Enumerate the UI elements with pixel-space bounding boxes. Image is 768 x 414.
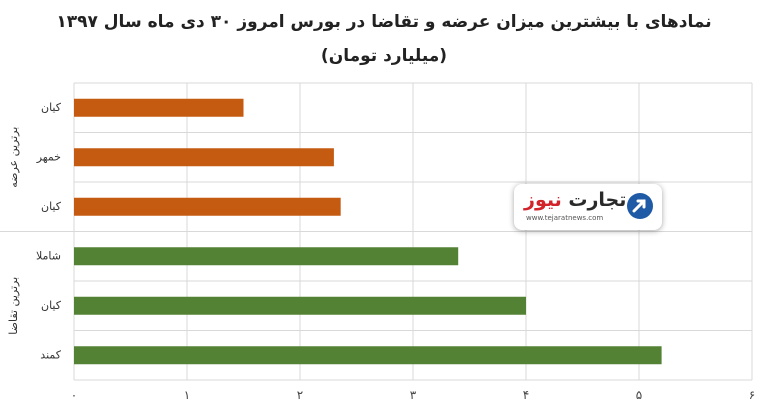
x-tick-label: ۱ bbox=[184, 388, 190, 402]
bar bbox=[74, 247, 459, 266]
x-tick-label: ۳ bbox=[410, 388, 417, 402]
category-label: شاملا bbox=[36, 249, 61, 262]
category-label: کیان bbox=[41, 299, 62, 312]
category-label: کیان bbox=[41, 200, 62, 213]
x-tick-label: ۶ bbox=[749, 388, 755, 402]
x-tick-label: ۵ bbox=[636, 388, 642, 402]
bar bbox=[74, 296, 526, 315]
group-label: برترین تقاضا bbox=[7, 277, 20, 335]
x-tick-label: ۴ bbox=[523, 388, 529, 402]
category-label: کیان bbox=[41, 101, 62, 114]
chart-subtitle: (میلیارد تومان) bbox=[320, 46, 448, 66]
arrow-circle-icon bbox=[627, 193, 653, 219]
x-tick-label: ۲ bbox=[297, 388, 303, 402]
logo-name-part2: نیوز bbox=[524, 189, 562, 211]
bar bbox=[74, 346, 662, 365]
logo-text: تجارت نیوز bbox=[524, 189, 626, 211]
bar bbox=[74, 98, 244, 117]
logo-name-part1: تجارت bbox=[568, 189, 627, 211]
category-label: کمند bbox=[40, 348, 61, 361]
group-label: برترین عرضه bbox=[7, 127, 20, 188]
logo-url: www.tejaratnews.com bbox=[526, 214, 604, 222]
category-label: خمهر bbox=[36, 150, 61, 163]
bar bbox=[74, 197, 341, 216]
x-tick-label: ۰ bbox=[71, 388, 77, 402]
chart-title: نمادهای با بیشترین میزان عرضه و تقاضا در… bbox=[56, 12, 712, 32]
bar bbox=[74, 148, 334, 167]
tejarat-news-logo: تجارت نیوز www.tejaratnews.com bbox=[514, 184, 662, 230]
